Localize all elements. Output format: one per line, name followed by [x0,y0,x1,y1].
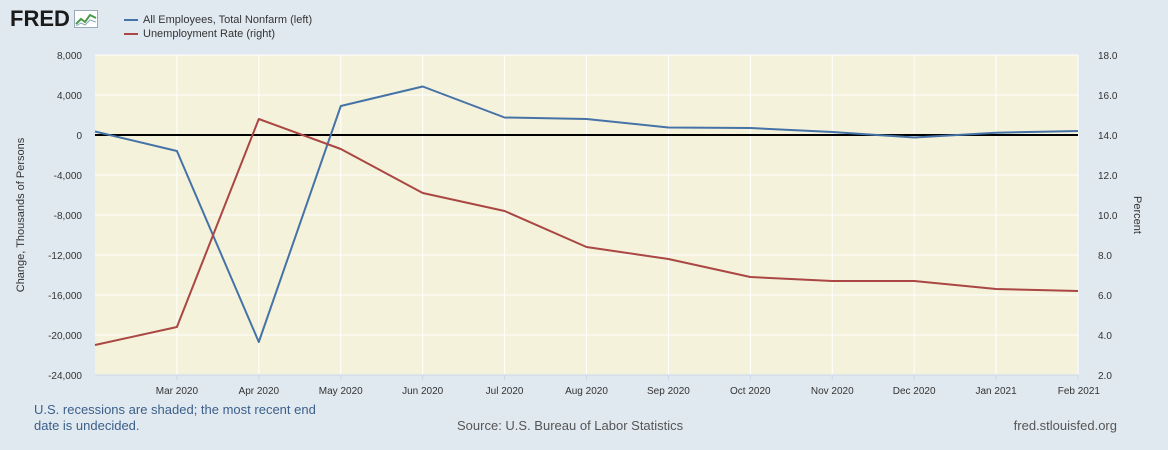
x-tick-label: Feb 2021 [1058,386,1101,397]
y-left-tick-label: -4,000 [54,171,83,182]
x-tick-label: Mar 2020 [156,386,199,397]
fred-logo-text: FRED [10,6,70,31]
series-line-unemployment [94,118,1079,346]
line-chart: Mar 2020 Apr 2020 May 2020 Jun 2020 Jul 2020… [15,51,1143,397]
y-left-tick-label: -12,000 [48,251,82,262]
y-right-tick-label: 10.0 [1098,211,1118,222]
y-left-tick-label: -16,000 [48,291,82,302]
x-axis: Mar 2020 Apr 2020 May 2020 Jun 2020 Jul 2020… [95,374,1101,397]
y-axis-right: 18.0 16.0 14.0 12.0 10.0 8.0 6.0 4.0 2.0 [1098,51,1118,382]
series-layer [94,85,1079,346]
x-tick-label: Dec 2020 [893,386,936,397]
x-tick-label: Nov 2020 [811,386,854,397]
y-left-tick-label: 0 [76,131,82,142]
y-left-tick-label: 8,000 [57,51,82,62]
y-axis-left: 8,000 4,000 0 -4,000 -8,000 -12,000 -16,000 -20… [48,51,82,382]
source-text: Source: U.S. Bureau of Labor Statistics [457,418,684,433]
x-tick-label: Jun 2020 [402,386,444,397]
recession-note: U.S. recessions are shaded; the most rec… [34,402,316,433]
y-left-tick-label: -20,000 [48,331,82,342]
x-tick-label: Oct 2020 [730,386,771,397]
legend-label-unemployment: Unemployment Rate (right) [143,28,276,40]
site-link[interactable]: fred.stlouisfed.org [1013,418,1117,433]
y-right-tick-label: 14.0 [1098,131,1118,142]
y-left-tick-label: -8,000 [54,211,83,222]
y-axis-right-title: Percent [1131,196,1143,234]
y-right-tick-label: 16.0 [1098,91,1118,102]
y-right-tick-label: 12.0 [1098,171,1118,182]
x-tick-label: May 2020 [319,386,363,397]
legend-item-unemployment[interactable]: Unemployment Rate (right) [124,27,312,41]
x-tick-label: Aug 2020 [565,386,608,397]
x-tick-label: Apr 2020 [239,386,280,397]
legend-swatch-employees [124,19,138,21]
y-left-tick-label: 4,000 [57,91,82,102]
fred-logo[interactable]: FRED [10,6,98,32]
x-tick-label: Jan 2021 [976,386,1018,397]
x-tick-label: Sep 2020 [647,386,690,397]
y-right-tick-label: 2.0 [1098,371,1112,382]
y-left-tick-label: -24,000 [48,371,82,382]
y-right-tick-label: 18.0 [1098,51,1118,62]
x-tick-label: Jul 2020 [486,386,524,397]
legend-label-employees: All Employees, Total Nonfarm (left) [143,14,313,26]
y-right-tick-label: 4.0 [1098,331,1112,342]
legend-swatch-unemployment [124,33,138,35]
series-line-employees [94,85,1079,343]
y-axis-left-title: Change, Thousands of Persons [15,137,27,292]
y-right-tick-label: 6.0 [1098,291,1112,302]
legend-item-employees[interactable]: All Employees, Total Nonfarm (left) [124,13,312,27]
fred-chart-icon [73,10,98,28]
chart-legend: All Employees, Total Nonfarm (left) Unem… [124,13,312,41]
y-right-tick-label: 8.0 [1098,251,1112,262]
